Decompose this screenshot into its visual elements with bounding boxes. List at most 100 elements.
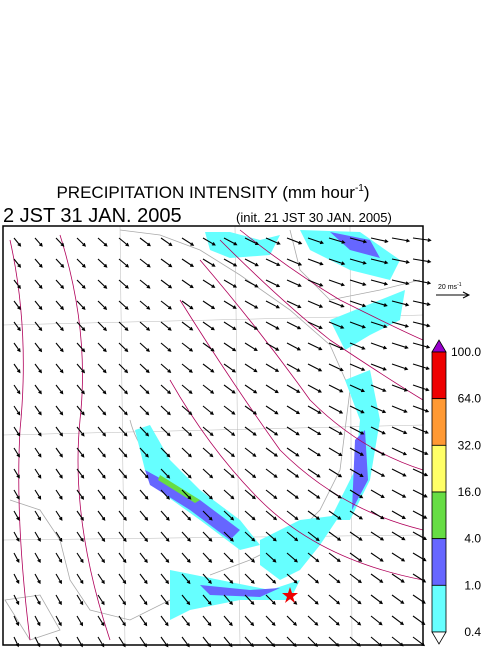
wind-arrow (76, 552, 84, 564)
wind-arrow (370, 594, 383, 605)
wind-arrow (76, 279, 86, 289)
wind-arrow (244, 405, 258, 415)
wind-arrow (244, 237, 260, 246)
vector-legend-arrow (436, 291, 471, 299)
wind-arrow (265, 258, 281, 266)
wind-arrow (370, 237, 389, 243)
init-time: (init. 21 JST 30 JAN. 2005) (236, 210, 392, 225)
wind-arrow (97, 384, 107, 395)
wind-arrow (223, 237, 238, 246)
wind-arrow (76, 300, 86, 311)
wind-arrow (181, 384, 193, 394)
wind-arrow (13, 279, 21, 289)
wind-arrow (286, 447, 300, 457)
wind-arrow (391, 489, 407, 498)
wind-arrow (328, 573, 341, 584)
wind-arrow (223, 468, 235, 479)
wind-arrow (370, 279, 389, 286)
wind-arrow (307, 258, 324, 266)
precip-area (330, 232, 380, 258)
wind-arrow (370, 384, 387, 392)
wind-arrow (118, 237, 130, 247)
wind-arrow (412, 321, 431, 328)
wind-arrow (76, 531, 84, 543)
wind-arrow (76, 510, 84, 521)
wind-arrow (55, 531, 63, 542)
wind-arrow (34, 531, 41, 542)
wind-arrow (202, 510, 213, 521)
wind-arrow (223, 342, 237, 352)
wind-arrow (370, 447, 386, 456)
wind-arrow (328, 279, 345, 287)
wind-arrow (34, 258, 43, 268)
wind-arrow (349, 405, 365, 414)
wind-arrow (97, 510, 106, 521)
wind-arrow (139, 531, 149, 542)
wind-arrow (412, 405, 430, 413)
wind-arrow (349, 384, 366, 393)
wind-arrow (370, 426, 386, 435)
wind-arrow (244, 279, 259, 288)
wind-arrow (412, 279, 432, 285)
wind-arrow (244, 363, 258, 373)
wind-arrow (370, 615, 383, 626)
wind-arrow (202, 468, 214, 479)
wind-arrow (118, 489, 127, 500)
wind-arrow (265, 552, 277, 563)
wind-arrow (223, 447, 235, 458)
wind-arrow (97, 321, 107, 332)
wind-arrow (160, 279, 173, 289)
wind-arrow (160, 300, 172, 310)
wind-arrow (412, 300, 431, 307)
colorbar-under (431, 631, 447, 645)
wind-arrow (118, 405, 128, 416)
wind-arrow (118, 552, 127, 564)
coastline (9, 499, 201, 621)
wind-arrow (181, 510, 192, 521)
wind-arrow (13, 594, 20, 606)
wind-arrow (34, 321, 43, 332)
wind-arrow (160, 363, 172, 373)
wind-arrow (202, 447, 214, 458)
wind-arrow (244, 258, 259, 267)
wind-arrow (349, 363, 366, 371)
wind-arrow (265, 531, 277, 542)
wind-arrow (118, 510, 127, 521)
wind-arrow (328, 426, 343, 435)
wind-arrow (349, 531, 363, 541)
wind-arrow (349, 237, 368, 244)
wind-arrow (202, 384, 215, 394)
colorbar-bin (431, 351, 447, 400)
wind-arrow (55, 363, 64, 374)
wind-arrow (265, 363, 280, 372)
wind-arrow (412, 237, 432, 242)
wind-arrow (34, 468, 42, 479)
wind-arrow (97, 426, 107, 437)
colorbar-bin (431, 491, 447, 540)
title-text: PRECIPITATION INTENSITY (mm hour (56, 183, 355, 202)
wind-arrow (307, 342, 323, 351)
colorbar-label: 32.0 (458, 438, 482, 452)
wind-arrow (160, 468, 171, 479)
wind-arrow (391, 279, 410, 286)
wind-arrow (34, 573, 41, 585)
wind-arrow (34, 447, 42, 458)
colorbar-label: 1.0 (464, 578, 481, 592)
wind-arrow (118, 300, 129, 310)
wind-arrow (97, 531, 106, 543)
map (2, 225, 432, 648)
wind-arrow (412, 489, 428, 498)
wind-arrow (370, 363, 387, 371)
wind-arrow (391, 237, 411, 243)
wind-arrow (34, 489, 42, 500)
wind-arrow (181, 594, 191, 606)
wind-arrow (391, 573, 405, 583)
wind-arrow (328, 468, 343, 478)
wind-arrow (55, 510, 63, 521)
wind-arrow (412, 468, 429, 477)
wind-arrow (181, 552, 191, 563)
wind-arrow (181, 405, 193, 416)
wind-arrow (391, 510, 406, 519)
wind-arrow (265, 321, 280, 330)
wind-arrow (307, 594, 319, 605)
